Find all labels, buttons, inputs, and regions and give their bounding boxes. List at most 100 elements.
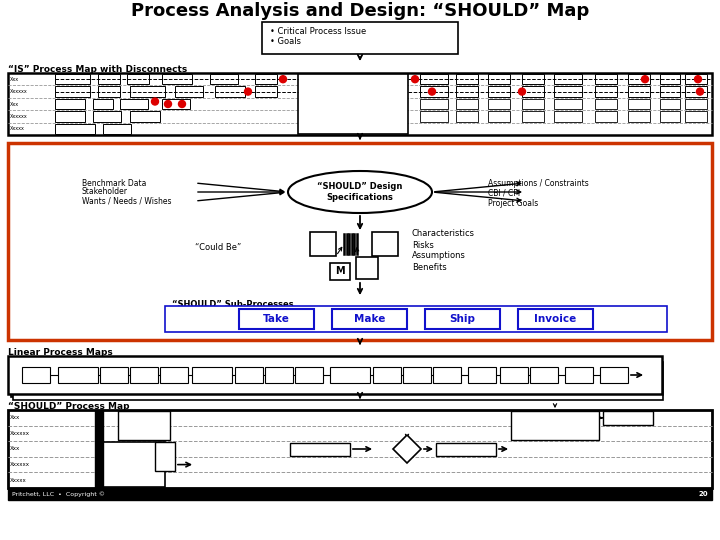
Bar — [488, 99, 510, 109]
Bar — [628, 111, 650, 122]
Bar — [530, 367, 558, 383]
Text: “SHOULD” Sub-Processes: “SHOULD” Sub-Processes — [172, 300, 294, 309]
Bar — [603, 411, 653, 424]
Bar — [130, 111, 160, 122]
Text: Xxxxxx: Xxxxxx — [10, 89, 28, 94]
Bar — [295, 367, 323, 383]
Bar — [628, 99, 650, 109]
Bar — [130, 86, 165, 97]
Bar — [660, 111, 680, 122]
Bar — [420, 86, 448, 97]
Text: Benchmark Data: Benchmark Data — [82, 179, 146, 187]
Bar — [11, 359, 661, 397]
Bar — [192, 367, 232, 383]
Bar — [8, 143, 712, 340]
Bar — [55, 86, 90, 97]
Bar — [8, 488, 712, 500]
Bar — [500, 367, 528, 383]
Text: “IS” Process Map with Disconnects: “IS” Process Map with Disconnects — [8, 65, 187, 74]
Circle shape — [428, 88, 436, 95]
Circle shape — [279, 76, 287, 83]
Text: Wants / Needs / Wishes: Wants / Needs / Wishes — [82, 197, 171, 206]
Text: Pritchett, LLC  •  Copyright ©: Pritchett, LLC • Copyright © — [12, 491, 105, 497]
Bar — [165, 306, 667, 332]
Bar — [95, 410, 103, 488]
Text: Assumptions / Constraints: Assumptions / Constraints — [488, 179, 589, 187]
Bar — [55, 124, 95, 134]
Bar — [330, 263, 350, 280]
Bar — [255, 86, 277, 97]
Bar — [595, 111, 617, 122]
Text: Xxxxxx: Xxxxxx — [10, 114, 28, 119]
Bar — [120, 99, 148, 109]
Text: Risks: Risks — [412, 240, 434, 249]
Bar — [403, 367, 431, 383]
Bar — [98, 74, 120, 84]
Bar — [13, 362, 663, 400]
Bar — [162, 99, 190, 109]
Text: Invoice: Invoice — [534, 314, 577, 324]
Bar — [660, 74, 680, 84]
Text: “SHOULD” Design
Specifications: “SHOULD” Design Specifications — [318, 183, 402, 202]
Text: Xxxxx: Xxxxx — [10, 478, 27, 483]
Bar — [103, 124, 131, 134]
Text: Xxx: Xxx — [10, 102, 19, 106]
Bar — [522, 99, 544, 109]
Bar — [58, 367, 98, 383]
Bar — [100, 367, 128, 383]
Bar — [55, 74, 90, 84]
Circle shape — [179, 100, 186, 107]
Bar — [468, 367, 496, 383]
Text: Xxxxxx: Xxxxxx — [10, 431, 30, 436]
Bar — [420, 74, 448, 84]
Text: Xxx: Xxx — [10, 77, 19, 82]
Bar — [420, 111, 448, 122]
Bar — [93, 111, 121, 122]
Text: “Could Be”: “Could Be” — [195, 244, 241, 253]
Bar — [685, 86, 707, 97]
Bar — [554, 74, 582, 84]
Text: Xxxxx: Xxxxx — [10, 126, 25, 131]
Bar — [55, 111, 85, 122]
Bar — [262, 22, 458, 54]
Bar — [628, 86, 650, 97]
Text: Xxx: Xxx — [10, 415, 20, 420]
Bar — [685, 74, 707, 84]
Bar — [436, 443, 496, 456]
Bar — [554, 86, 582, 97]
Bar — [8, 73, 712, 135]
Circle shape — [695, 76, 701, 83]
Bar — [265, 367, 293, 383]
Bar — [160, 367, 188, 383]
Text: Make: Make — [354, 314, 385, 324]
Bar — [55, 99, 85, 109]
Circle shape — [642, 76, 649, 83]
Bar — [685, 99, 707, 109]
Circle shape — [164, 100, 171, 107]
Text: Xxx: Xxx — [10, 447, 20, 451]
Bar — [628, 74, 650, 84]
Text: Assumptions: Assumptions — [412, 252, 466, 260]
Bar — [310, 232, 336, 256]
Bar — [8, 410, 712, 488]
Text: CBI / CPI: CBI / CPI — [488, 188, 520, 198]
Circle shape — [412, 76, 418, 83]
Circle shape — [151, 98, 158, 105]
Bar — [425, 309, 500, 329]
Bar — [118, 411, 170, 440]
Bar — [522, 111, 544, 122]
Bar — [175, 86, 203, 97]
Bar — [330, 367, 370, 383]
Bar — [162, 74, 192, 84]
Bar — [456, 99, 478, 109]
Bar — [433, 367, 461, 383]
Bar — [685, 111, 707, 122]
Bar — [511, 411, 599, 440]
Bar — [488, 74, 510, 84]
Bar — [22, 367, 50, 383]
Text: Characteristics: Characteristics — [412, 230, 475, 239]
Bar — [488, 111, 510, 122]
Text: Xxxxxx: Xxxxxx — [10, 462, 30, 467]
Bar — [488, 86, 510, 97]
Bar — [565, 367, 593, 383]
